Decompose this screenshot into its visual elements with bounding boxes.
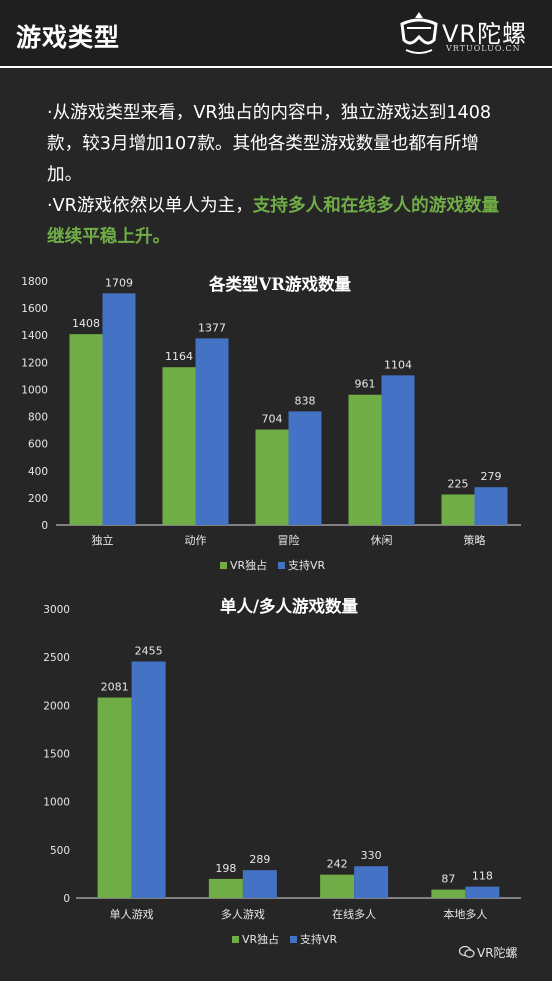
- category-label: 在线多人: [332, 907, 376, 921]
- bar-vr-supported: [242, 870, 277, 898]
- category-label: 单人游戏: [110, 908, 154, 921]
- brand-logo: VR陀螺 VRTUOLUO.CN: [398, 8, 548, 60]
- header-divider: [0, 66, 552, 68]
- bar-vr-exclusive: [320, 874, 355, 898]
- legend-label: 支持VR: [288, 558, 326, 572]
- data-label: 838: [295, 394, 316, 407]
- intro-paragraph-2: ·VR游戏依然以单人为主，支持多人和在线多人的游戏数量继续平稳上升。: [47, 191, 507, 253]
- category-label: 休闲: [371, 533, 393, 547]
- logo-subtext: VRTUOLUO.CN: [446, 44, 521, 53]
- bar-vr-exclusive: [208, 878, 243, 898]
- data-label: 118: [472, 870, 493, 883]
- legend-swatch: [278, 562, 285, 569]
- data-label: 87: [441, 873, 455, 886]
- page-title: 游戏类型: [16, 23, 121, 52]
- goggles-logo-icon: [400, 12, 438, 54]
- y-tick-label: 400: [28, 466, 48, 478]
- legend-label: VR独占: [242, 932, 279, 946]
- legend-label: VR独占: [230, 558, 267, 572]
- y-tick-label: 1000: [43, 797, 70, 809]
- bar-vr-exclusive: [69, 334, 103, 525]
- y-tick-label: 1400: [21, 330, 48, 342]
- y-tick-label: 500: [50, 845, 70, 857]
- category-label: 策略: [464, 533, 486, 547]
- category-label: 多人游戏: [221, 907, 265, 921]
- intro-paragraph-2-highlight: 支持多人和在线多人的游戏数量继续平稳上升。: [47, 196, 500, 247]
- data-label: 1377: [198, 321, 226, 334]
- data-label: 1408: [72, 317, 100, 330]
- category-label: 独立: [92, 533, 114, 547]
- y-tick-label: 0: [63, 893, 70, 905]
- legend-swatch: [220, 562, 227, 569]
- y-tick-label: 1500: [43, 749, 70, 761]
- data-label: 1709: [105, 276, 133, 289]
- data-label: 2455: [135, 645, 163, 658]
- y-tick-label: 2000: [43, 700, 70, 712]
- y-tick-label: 1200: [21, 357, 48, 369]
- intro-text: ·从游戏类型来看，VR独占的内容中，独立游戏达到1408款，较3月增加107款。…: [47, 98, 507, 253]
- data-label: 961: [355, 378, 376, 391]
- y-tick-label: 2500: [43, 652, 70, 664]
- y-tick-label: 1800: [21, 276, 48, 288]
- category-label: 冒险: [278, 533, 300, 547]
- header-bar: 游戏类型 VR陀螺 VRTUOLUO.CN: [0, 0, 552, 66]
- intro-paragraph-1: ·从游戏类型来看，VR独占的内容中，独立游戏达到1408款，较3月增加107款。…: [47, 103, 492, 185]
- chart-title: 单人/多人游戏数量: [220, 596, 359, 616]
- data-label: 289: [249, 853, 270, 866]
- y-tick-label: 1000: [21, 384, 48, 396]
- bar-vr-supported: [354, 866, 389, 898]
- legend-swatch: [232, 936, 239, 943]
- y-tick-label: 800: [28, 412, 48, 424]
- y-tick-label: 600: [28, 439, 48, 451]
- data-label: 242: [327, 858, 348, 871]
- bar-vr-supported: [474, 487, 508, 525]
- bar-vr-exclusive: [431, 889, 466, 898]
- data-label: 1104: [384, 358, 412, 371]
- chart-title: 各类型VR游戏数量: [208, 274, 352, 294]
- data-label: 1164: [165, 350, 193, 363]
- bar-vr-exclusive: [162, 367, 196, 525]
- y-tick-label: 0: [41, 520, 48, 532]
- y-tick-label: 200: [28, 493, 48, 505]
- data-label: 704: [262, 413, 283, 426]
- bar-vr-supported: [288, 411, 322, 525]
- bar-vr-exclusive: [255, 429, 289, 525]
- y-tick-label: 3000: [43, 604, 70, 616]
- bar-vr-supported: [131, 661, 166, 898]
- chart-single-multi: 单人/多人游戏数量 0 500 1000 1500 2000 2500 3000 2081 245…: [43, 596, 521, 946]
- data-label: 198: [215, 862, 236, 875]
- bar-vr-supported: [102, 293, 136, 525]
- y-tick-label: 1600: [21, 303, 48, 315]
- bar-vr-supported: [465, 886, 500, 898]
- legend-label: 支持VR: [300, 932, 338, 946]
- bar-vr-supported: [381, 375, 415, 525]
- data-label: 330: [361, 849, 382, 862]
- logo-text: VR陀螺: [442, 20, 528, 48]
- bar-vr-exclusive: [348, 394, 382, 525]
- bar-vr-exclusive: [97, 697, 132, 898]
- bar-vr-exclusive: [441, 494, 475, 525]
- data-label: 2081: [101, 681, 129, 694]
- bar-vr-supported: [195, 338, 229, 525]
- chart-game-types: 各类型VR游戏数量 0 200 400 600 800 1000 1200 1400 1600 18…: [21, 274, 521, 572]
- intro-paragraph-2-plain: ·VR游戏依然以单人为主，: [47, 196, 253, 216]
- data-label: 279: [481, 470, 502, 483]
- data-label: 225: [448, 478, 469, 491]
- watermark: VR陀螺: [477, 946, 518, 960]
- category-label: 动作: [185, 534, 207, 547]
- chat-bubble-icon: [459, 945, 475, 958]
- category-label: 本地多人: [443, 907, 487, 921]
- legend-swatch: [290, 936, 297, 943]
